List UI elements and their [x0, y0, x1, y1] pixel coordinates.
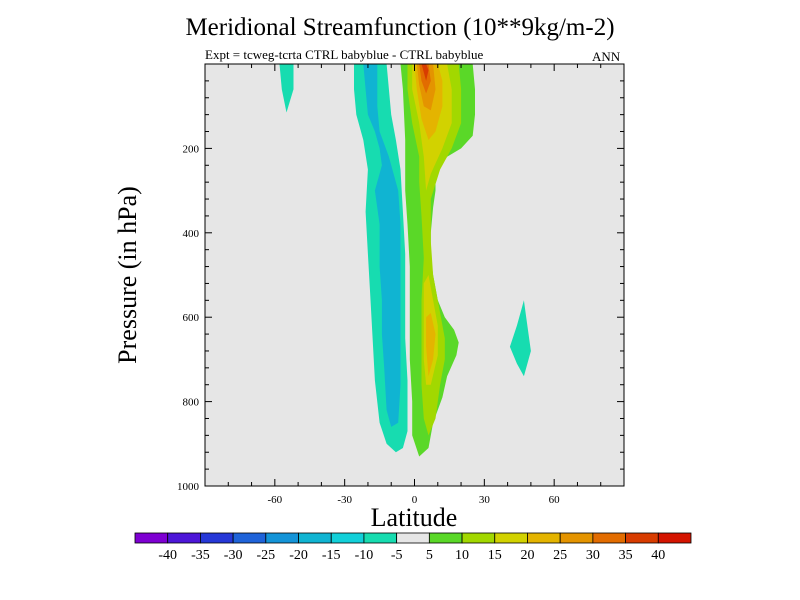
colorbar-label: 40	[651, 548, 665, 563]
colorbar-box-9	[428, 532, 463, 544]
colorbar-box-8	[396, 532, 430, 544]
y-tick-label: 600	[183, 312, 200, 324]
colorbar-box-4	[265, 532, 299, 544]
contour-region-10	[363, 64, 401, 427]
colorbar-label: 15	[488, 548, 502, 563]
x-tick-label: -30	[337, 494, 352, 506]
colorbar-label: -15	[322, 548, 341, 563]
contour-region-11	[279, 64, 294, 113]
colorbar-box-10	[461, 532, 496, 544]
colorbar-box-6	[330, 532, 365, 544]
contour-region-12	[509, 300, 531, 377]
x-axis-label: Latitude	[370, 503, 458, 532]
colorbar-label: 30	[586, 548, 600, 563]
season-label: ANN	[592, 49, 621, 64]
colorbar-label: 25	[553, 548, 567, 563]
colorbar-box-12	[527, 532, 561, 544]
colorbar-label: 35	[619, 548, 633, 563]
x-tick-label: 60	[549, 494, 561, 506]
colorbar-label: 10	[455, 548, 469, 563]
colorbar-label: 5	[426, 548, 433, 563]
y-tick-label: 1000	[177, 481, 200, 493]
colorbar-label: -20	[289, 548, 308, 563]
colorbar-box-11	[494, 532, 528, 544]
contour-region-8	[421, 64, 429, 81]
colorbar-box-3	[232, 532, 267, 544]
y-tick-label: 400	[183, 228, 200, 240]
colorbar-label: -5	[391, 548, 403, 563]
colorbar-label: -35	[191, 548, 210, 563]
colorbar-label: -40	[158, 548, 177, 563]
colorbar-box-13	[559, 532, 594, 544]
x-tick-label: 0	[412, 494, 418, 506]
colorbar-box-7	[363, 532, 398, 544]
colorbar-label: -30	[224, 548, 243, 563]
contour-region-1	[407, 64, 462, 436]
x-tick-label: 30	[479, 494, 491, 506]
colorbar-box-5	[298, 532, 332, 544]
colorbar-box-2	[200, 532, 234, 544]
colorbar-box-0	[134, 532, 169, 544]
colorbar-box-16	[657, 532, 692, 544]
y-tick-label: 200	[183, 143, 200, 155]
x-tick-label: -60	[267, 494, 282, 506]
colorbar-label: 20	[520, 548, 534, 563]
chart-title: Meridional Streamfunction (10**9kg/m-2)	[185, 14, 615, 41]
contour-region-0	[400, 64, 475, 457]
colorbar-label: -25	[256, 548, 275, 563]
colorbar-box-15	[625, 532, 659, 544]
colorbar-box-14	[592, 532, 626, 544]
contour-region-5	[426, 313, 436, 377]
chart-subtitle: Expt = tcweg-tcrta CTRL babyblue - CTRL …	[205, 47, 484, 62]
y-tick-label: 800	[183, 397, 200, 409]
colorbar-label: -10	[355, 548, 374, 563]
colorbar-box-1	[167, 532, 201, 544]
